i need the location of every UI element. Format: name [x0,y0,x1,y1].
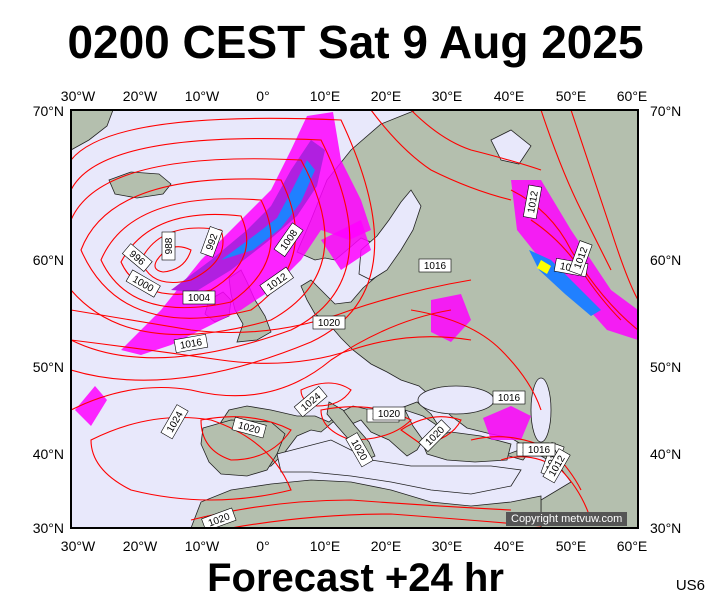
isobar-1008 [71,158,326,336]
isobars [71,110,638,528]
svg-text:1016: 1016 [498,393,521,404]
isobar-label: 1004 [182,290,216,305]
lon-label: 30°E [431,88,463,104]
lon-label: 10°W [184,538,220,554]
isobar-1020-italy [320,406,412,441]
isobar-1000 [100,198,272,309]
isobar-east-1 [570,110,638,301]
lat-label: 50°N [650,359,682,375]
lat-label: 50°N [32,359,64,375]
lon-label: 10°E [309,88,341,104]
lon-label: 30°W [60,538,96,554]
lat-label: 40°N [650,446,682,462]
svg-text:1016: 1016 [424,261,447,272]
isobar-label: 1016 [492,390,526,405]
isobar-label: 1020 [312,315,346,330]
svg-text:1016: 1016 [179,337,203,352]
svg-text:1004: 1004 [188,293,211,304]
isobar-east-2 [540,110,612,271]
isobar-1016 [71,117,376,381]
isobar-1016-africa [230,513,542,528]
black-sea [417,385,495,415]
isobar-label: 1020 [372,406,406,421]
rain-caucasus [483,406,531,440]
land-greenland [71,110,114,151]
svg-text:1012: 1012 [526,190,541,214]
svg-text:1020: 1020 [378,409,401,420]
copyright-badge: Copyright metvuw.com [506,512,628,526]
rain-extreme-russia [537,260,551,274]
lat-label: 30°N [650,520,682,536]
isobar-1004 [80,178,297,319]
isobar-mid-2 [71,336,472,364]
isobar-1020-west [71,309,452,411]
lon-label: 20°W [122,538,158,554]
isobar-north-1 [370,110,512,201]
map-frame [71,110,638,528]
lon-label: 0° [256,538,270,554]
forecast-caption: Forecast +24 hr [207,556,504,600]
lat-label: 30°N [32,520,64,536]
lon-label: 60°E [616,538,648,554]
lat-label: 70°N [650,103,682,119]
isobar-label: 1016 [522,442,556,457]
rain-poland [431,294,471,342]
isobar-label: 1020 [201,507,237,528]
white-sea [490,129,532,165]
svg-text:1016: 1016 [528,445,551,456]
isobar-label: 1012 [522,184,543,220]
inland-seas [276,129,552,495]
rain-azores [75,386,107,426]
land-anatolia [420,431,512,463]
lat-label: 60°N [650,252,682,268]
isobar-label: 1020 [231,416,267,439]
map-title: 0200 CEST Sat 9 Aug 2025 [67,16,644,68]
isobar-mid-1 [71,279,472,334]
lon-label: 40°E [493,88,525,104]
lon-label: 20°E [370,88,402,104]
map-canvas: 988 992 996 1000 1004 1008 [71,110,638,528]
lon-label: 20°W [122,88,158,104]
isobar-label: 1016 [418,258,452,273]
mediterranean-sea [276,439,522,495]
lon-label: 50°E [555,538,587,554]
lon-label: 30°W [60,88,96,104]
lon-label: 40°E [493,538,525,554]
model-code: US6 [675,577,705,594]
lon-label: 50°E [555,88,587,104]
isobar-north-2 [410,110,542,171]
lon-label: 60°E [616,88,648,104]
svg-text:988: 988 [164,237,175,254]
isobar-label: 1016 [173,333,209,354]
isobar-1020-iberia [200,416,292,461]
weather-map: 988 992 996 1000 1004 1008 [70,109,639,529]
lat-label: 60°N [32,252,64,268]
lon-label: 0° [256,88,270,104]
isobar-label: 992 [200,226,223,258]
lon-label: 20°E [370,538,402,554]
svg-text:1020: 1020 [318,318,341,329]
land-north-africa [190,479,542,528]
isobar-1020-africa [190,499,512,521]
lat-label: 70°N [32,103,64,119]
isobar-label: 988 [161,231,176,261]
isobar-1016-east [410,309,542,411]
rain-scandinavia-patch [321,220,371,270]
lat-label: 40°N [32,446,64,462]
isobar-1012 [71,138,351,359]
lon-label: 30°E [431,538,463,554]
lon-label: 10°E [309,538,341,554]
lon-label: 10°W [184,88,220,104]
